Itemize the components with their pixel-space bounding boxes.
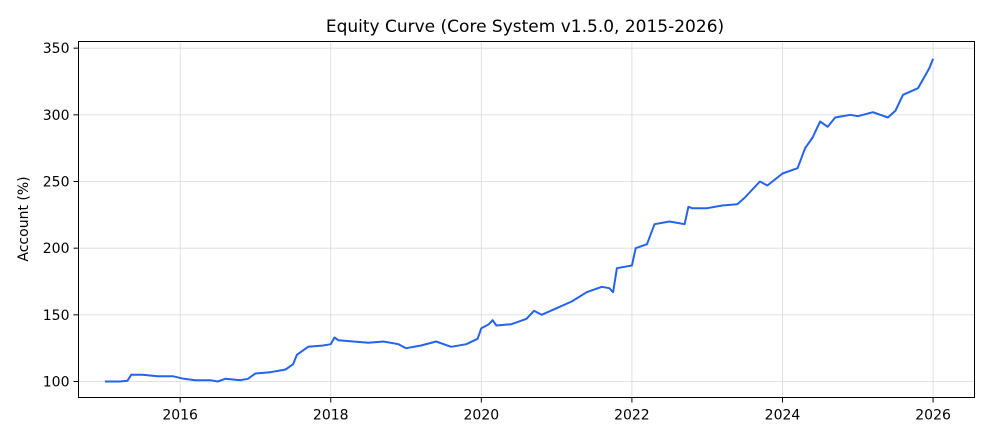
x-tick-label: 2022 [614, 408, 650, 424]
x-tick-label: 2018 [313, 408, 349, 424]
x-axis-ticks: 2016 2018 2020 2022 2024 2026 [162, 397, 951, 424]
x-tick-label: 2026 [915, 408, 951, 424]
x-tick-label: 2020 [464, 408, 500, 424]
y-tick-label: 200 [43, 241, 70, 257]
equity-line [104, 58, 935, 383]
y-tick-label: 250 [43, 175, 70, 191]
y-tick-label: 350 [43, 41, 70, 57]
plot-area-frame [78, 41, 975, 398]
chart-title: Equity Curve (Core System v1.5.0, 2015-2… [326, 17, 724, 37]
y-tick-label: 100 [43, 375, 70, 391]
x-tick-label: 2024 [765, 408, 801, 424]
x-tick-label: 2016 [162, 408, 198, 424]
y-tick-label: 300 [43, 108, 70, 124]
y-axis-ticks: 100 150 200 250 300 350 [43, 41, 79, 391]
series-layer [104, 58, 935, 383]
grid-lines [78, 41, 975, 398]
y-tick-label: 150 [43, 308, 70, 324]
y-axis-label: Account (%) [16, 176, 32, 261]
